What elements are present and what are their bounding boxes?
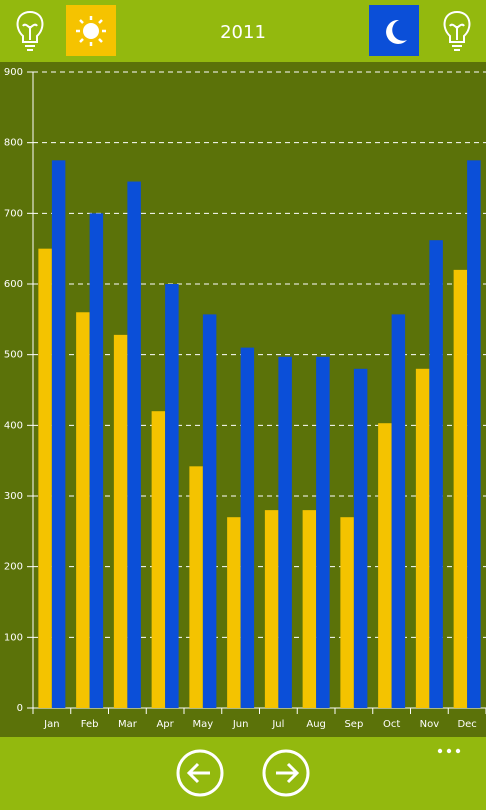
bar <box>151 411 166 708</box>
bar <box>165 284 179 708</box>
bar <box>391 314 406 708</box>
bar <box>340 517 354 708</box>
night-button[interactable] <box>369 5 419 56</box>
prev-button[interactable] <box>176 749 224 797</box>
bar <box>127 181 141 709</box>
bar <box>302 510 317 708</box>
y-tick-label: 700 <box>4 208 23 219</box>
bar <box>76 312 90 708</box>
y-tick-label: 100 <box>4 632 23 643</box>
bar <box>227 517 241 708</box>
x-tick-label: Mar <box>118 719 138 730</box>
x-tick-label: Sep <box>344 719 363 730</box>
bar <box>38 248 52 708</box>
x-tick-label: Dec <box>457 719 476 730</box>
x-tick-label: Feb <box>81 719 99 730</box>
more-menu[interactable] <box>437 748 461 754</box>
bar <box>113 334 128 708</box>
bar <box>264 510 279 708</box>
bar <box>51 160 66 709</box>
bar <box>467 160 481 709</box>
bar <box>278 356 292 708</box>
plot: 0 100 200 300 400 500 600 700 800 900 Jan Feb Mar Apr… <box>4 67 486 730</box>
x-tick-label: Jan <box>43 719 59 730</box>
bar <box>89 213 104 709</box>
x-tick-label: Oct <box>383 719 400 730</box>
y-tick-label: 600 <box>4 279 23 290</box>
y-tick-label: 300 <box>4 491 23 502</box>
y-tick-label: 400 <box>4 420 23 431</box>
y-tick-label: 800 <box>4 138 23 149</box>
bar <box>353 368 368 708</box>
x-tick-label: Aug <box>306 719 326 730</box>
bar <box>453 269 468 708</box>
bulb-icon-left[interactable] <box>16 10 44 51</box>
bar <box>378 423 392 708</box>
x-tick-label: Nov <box>420 719 440 730</box>
y-tick-label: 200 <box>4 562 23 573</box>
bar <box>240 347 255 708</box>
x-tick-label: Jun <box>232 719 249 730</box>
bar <box>415 368 430 708</box>
year-title: 2011 <box>220 22 266 43</box>
y-tick-label: 900 <box>4 67 23 78</box>
bar <box>189 466 203 708</box>
bottom-bar <box>0 737 486 810</box>
bar <box>202 314 217 708</box>
y-tick-label: 500 <box>4 350 23 361</box>
bulb-icon-right[interactable] <box>443 10 471 51</box>
bar <box>316 356 330 708</box>
bar <box>429 240 443 709</box>
day-button[interactable] <box>66 5 116 56</box>
x-tick-label: May <box>193 719 214 730</box>
y-tick-label: 0 <box>17 703 23 714</box>
next-button[interactable] <box>262 749 310 797</box>
x-tick-label: Jul <box>271 719 284 730</box>
x-tick-label: Apr <box>156 719 174 730</box>
